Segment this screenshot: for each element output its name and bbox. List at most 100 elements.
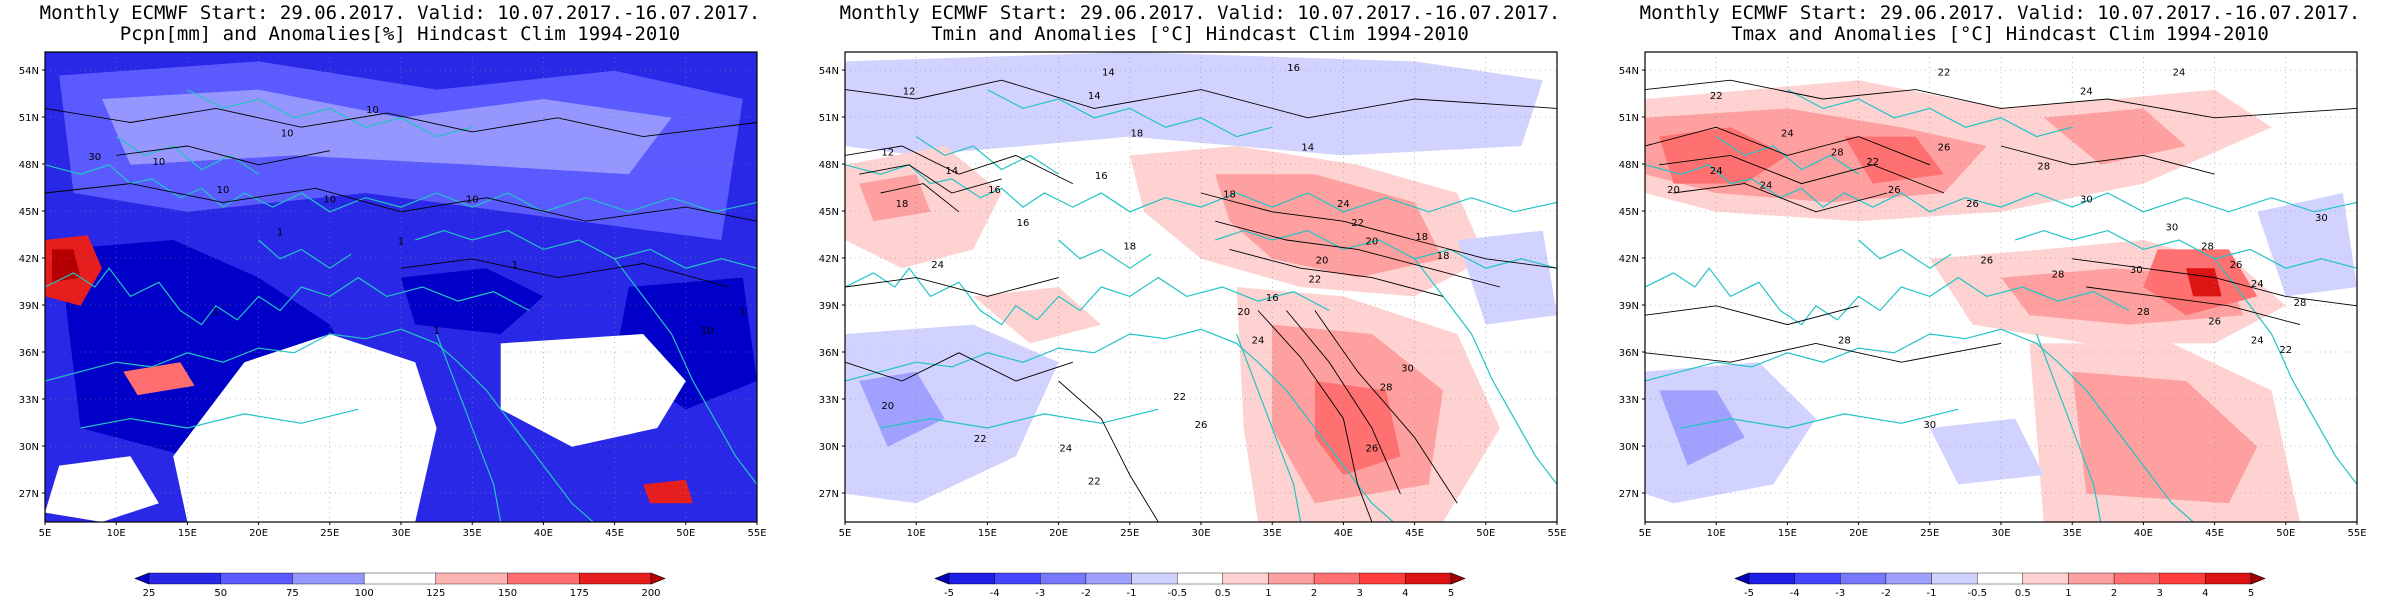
colorbar-box (2159, 572, 2206, 585)
contour-label: 22 (2279, 345, 2292, 356)
contour-label: 26 (1980, 256, 1993, 267)
colorbar-arrow-right (1450, 572, 1466, 585)
lat-label: 54N (19, 66, 39, 77)
contour-label: 24 (2173, 68, 2186, 79)
lon-label: 50E (1476, 528, 1495, 539)
colorbar-arrow-left (1734, 572, 1750, 585)
colorbar-label: 0.5 (2015, 588, 2031, 599)
contour-label: 12 (881, 147, 894, 158)
lon-label: 45E (2205, 528, 2224, 539)
colorbar-label: 5 (2248, 588, 2254, 599)
coastline (45, 328, 594, 522)
lat-label: 45N (819, 207, 839, 218)
contour-label: 24 (1337, 199, 1350, 210)
map-fields: 10 10 10 30 10 10 10 1 1 1 1 1 10 1 (45, 52, 757, 522)
contour-line (845, 145, 1073, 185)
colorbar-box (1268, 572, 1315, 585)
contour-label: 26 (2230, 260, 2243, 271)
lat-label: 33N (819, 395, 839, 406)
colorbar-box (1131, 572, 1178, 585)
lon-label: 40E (1334, 528, 1353, 539)
colorbar-label: -0.5 (1967, 588, 1987, 599)
contour-label: 1 (512, 260, 518, 271)
contour-label: 30 (88, 152, 101, 163)
lat-label: 42N (819, 254, 839, 265)
anomaly-area (1314, 381, 1401, 475)
contour-label: 10 (217, 185, 230, 196)
coastline (45, 267, 530, 326)
coastline (80, 408, 359, 429)
tmax-map: 2224242224262830242022302826242830302826… (1619, 51, 2367, 599)
contour-line (45, 183, 757, 222)
contour-line (1645, 79, 2357, 119)
colorbar-box (292, 572, 365, 585)
lat-label: 30N (1619, 442, 1639, 453)
anomaly-area (123, 362, 195, 396)
lon-label: 55E (1547, 528, 1566, 539)
contour-label: 26 (2208, 317, 2221, 328)
contour-line (1673, 183, 1888, 213)
colorbar: 25 50 75 100 125 150 175 200 (134, 572, 666, 599)
colorbar-box (1359, 572, 1406, 585)
contour-label: 26 (1195, 420, 1208, 431)
colorbar-box (1222, 572, 1269, 585)
contour-label: 22 (1088, 476, 1101, 487)
contour-label: 18 (896, 199, 909, 210)
contour-label: 1 (740, 307, 746, 318)
anomaly-area (1457, 230, 1557, 325)
colorbar-box (948, 572, 995, 585)
contour-line (2072, 258, 2357, 307)
lon-label: 40E (2134, 528, 2153, 539)
contour-label: 24 (1710, 166, 1723, 177)
contour-label: 26 (1366, 444, 1379, 455)
contour-line (2086, 286, 2301, 326)
colorbar-label: -4 (990, 588, 1000, 599)
lat-label: 48N (819, 160, 839, 171)
contour-label: 10 (366, 105, 379, 116)
lat-label: 48N (1619, 160, 1639, 171)
anomaly-area (2072, 371, 2258, 504)
coastline (1645, 328, 2194, 522)
lon-label: 15E (1778, 528, 1797, 539)
lon-label: 25E (1920, 528, 1939, 539)
anomaly-area (45, 456, 159, 522)
contour-label: 26 (1888, 185, 1901, 196)
lon-label: 55E (747, 528, 766, 539)
lat-label: 27N (819, 489, 839, 500)
contour-line (1659, 154, 1945, 194)
contour-line (859, 164, 1002, 194)
colorbar-label: 2 (2111, 588, 2117, 599)
lat-label: 39N (19, 301, 39, 312)
contour-label: 18 (1415, 232, 1428, 243)
lon-label: 10E (907, 528, 926, 539)
anomaly-area (1929, 418, 2044, 485)
lon-label: 50E (2276, 528, 2295, 539)
contour-label: 24 (2080, 86, 2093, 97)
coastline (2214, 258, 2357, 485)
anomaly-area (1659, 127, 1788, 184)
contour-label: 24 (931, 260, 944, 271)
coastline (1715, 136, 1859, 175)
anomaly-area (52, 249, 81, 283)
lon-label: 20E (1849, 528, 1868, 539)
lat-label: 45N (19, 207, 39, 218)
contour-label: 1 (277, 227, 283, 238)
precipitation-panel: Monthly ECMWF Start: 29.06.2017. Valid: … (0, 0, 800, 600)
contour-line (1229, 248, 1444, 297)
contour-line (1200, 192, 1557, 269)
panel-title-line2: Tmax and Anomalies [°C] Hindcast Clim 19… (1731, 23, 2269, 45)
lat-label: 27N (1619, 489, 1639, 500)
lat-label: 39N (819, 301, 839, 312)
contour-label: 18 (1437, 251, 1450, 262)
lat-label: 51N (19, 113, 39, 124)
contour-label: 16 (1017, 218, 1030, 229)
contour-label: 14 (1088, 91, 1101, 102)
lat-label: 54N (819, 66, 839, 77)
contour-line (1215, 220, 1501, 288)
lat-label: 54N (1619, 66, 1639, 77)
lon-label: 20E (249, 528, 268, 539)
contour-line (1645, 126, 1930, 166)
lon-label: 5E (39, 528, 52, 539)
contour-label: 26 (1966, 199, 1979, 210)
contour-label: 20 (1667, 185, 1680, 196)
